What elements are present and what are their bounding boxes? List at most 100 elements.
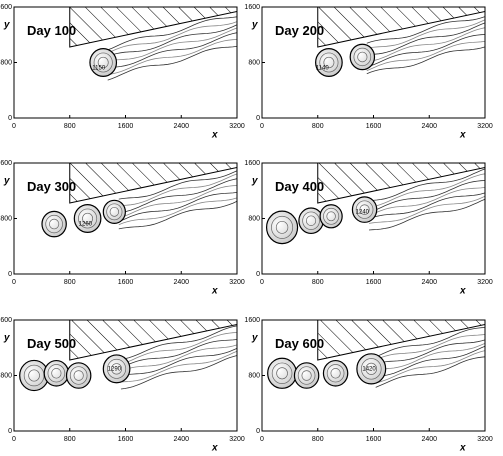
contour-line <box>118 170 238 200</box>
x-tick-label: 1600 <box>366 123 382 130</box>
x-tick-label: 0 <box>12 279 16 286</box>
panel: 0 800 1600 2400 3200 0 800 1600 x y Day 600 1420 <box>244 317 492 454</box>
x-tick-label: 1600 <box>366 436 382 443</box>
eddy-contour <box>359 204 370 215</box>
x-tick-label: 0 <box>260 279 264 286</box>
eddy-contour <box>353 47 372 67</box>
y-tick-label: 0 <box>8 428 12 435</box>
y-tick-label: 1600 <box>244 4 260 11</box>
y-axis-label: y <box>251 333 258 344</box>
annotation: 1420 <box>362 366 376 372</box>
annotation: 1150 <box>92 66 106 72</box>
eddy-contour <box>107 358 127 379</box>
eddy-contour <box>109 206 120 217</box>
contour-line <box>375 345 486 377</box>
y-tick-label: 0 <box>256 115 260 122</box>
y-tick-label: 800 <box>248 215 260 222</box>
topography-hatch <box>69 6 238 48</box>
eddy-contour <box>45 214 63 234</box>
x-tick-label: 0 <box>12 123 16 130</box>
x-tick-label: 3200 <box>229 123 245 130</box>
contour-line <box>368 173 486 208</box>
eddy-contour <box>82 212 94 225</box>
eddy-contour <box>51 368 62 379</box>
contour-line <box>107 46 238 81</box>
x-tick-label: 2400 <box>421 123 437 130</box>
contour-line <box>368 195 486 224</box>
y-tick-label: 800 <box>248 372 260 379</box>
contour-line <box>120 344 238 372</box>
contour-line <box>368 187 486 217</box>
panel: 0 800 1600 2400 3200 0 800 1600 x y Day 200 1140 <box>244 4 492 141</box>
panel-title: Day 100 <box>27 23 76 38</box>
contour-line <box>366 46 486 75</box>
contour-line <box>375 350 486 384</box>
y-axis-label: y <box>3 333 10 344</box>
eddy-contour <box>275 220 289 234</box>
x-tick-label: 2400 <box>173 279 189 286</box>
y-tick-label: 1600 <box>244 160 260 167</box>
contour-line <box>366 16 486 44</box>
x-tick-label: 2400 <box>173 123 189 130</box>
x-tick-label: 800 <box>312 279 324 286</box>
x-tick-label: 800 <box>312 123 324 130</box>
contour-line <box>375 343 486 370</box>
annotation: 1140 <box>316 66 330 72</box>
x-tick-label: 800 <box>64 436 76 443</box>
contour-line <box>366 19 486 49</box>
eddy-contour <box>276 367 288 380</box>
panel-title: Day 600 <box>275 336 324 351</box>
x-axis-label: x <box>459 286 466 297</box>
contour-line <box>118 192 238 223</box>
eddy-contour <box>111 363 123 375</box>
eddy-contour <box>360 358 382 380</box>
x-axis-label: x <box>211 443 218 454</box>
contour-line <box>366 41 486 72</box>
panel-title: Day 400 <box>275 179 324 194</box>
x-tick-label: 0 <box>260 123 264 130</box>
x-axis-label: x <box>211 286 218 297</box>
contour-line <box>375 339 486 364</box>
contour-line <box>366 34 486 68</box>
y-tick-label: 0 <box>8 115 12 122</box>
panel: 0 800 1600 2400 3200 0 800 1600 x y Day 300 1260 <box>0 160 245 297</box>
contour-line <box>120 332 238 365</box>
contour-line <box>120 325 238 360</box>
contour-line <box>366 22 486 56</box>
eddy-contour <box>271 362 293 384</box>
annotation: 1290 <box>108 366 122 372</box>
eddy-contour <box>271 215 294 239</box>
contour-line <box>375 334 486 361</box>
x-tick-label: 3200 <box>477 123 493 130</box>
x-axis-label: x <box>459 443 466 454</box>
y-tick-label: 800 <box>0 59 12 66</box>
contour-line <box>120 355 238 390</box>
y-tick-label: 1600 <box>0 4 12 11</box>
topography-hatch <box>69 162 238 204</box>
y-tick-label: 0 <box>256 271 260 278</box>
panel: 0 800 1600 2400 3200 0 800 1600 x y Day 400 1240 <box>244 160 492 297</box>
contour-line <box>107 39 238 75</box>
x-tick-label: 1600 <box>366 279 382 286</box>
eddy-contour <box>357 51 368 63</box>
x-tick-label: 800 <box>64 123 76 130</box>
eddy-contour <box>49 218 60 230</box>
x-axis-label: x <box>459 130 466 141</box>
x-tick-label: 3200 <box>229 279 245 286</box>
eddy-contour <box>28 369 40 382</box>
y-tick-label: 0 <box>256 428 260 435</box>
contour-line <box>107 21 238 54</box>
y-tick-label: 800 <box>0 215 12 222</box>
x-tick-label: 800 <box>312 436 324 443</box>
eddy-contour <box>330 368 341 379</box>
eddy-contour <box>301 370 312 381</box>
y-axis-label: y <box>251 20 258 31</box>
panel-title: Day 200 <box>275 23 324 38</box>
x-tick-label: 1600 <box>118 279 134 286</box>
x-tick-label: 0 <box>260 436 264 443</box>
y-tick-label: 800 <box>0 372 12 379</box>
eddy-contour <box>47 364 66 383</box>
contour-line <box>107 32 238 68</box>
topography-hatch <box>69 319 238 361</box>
